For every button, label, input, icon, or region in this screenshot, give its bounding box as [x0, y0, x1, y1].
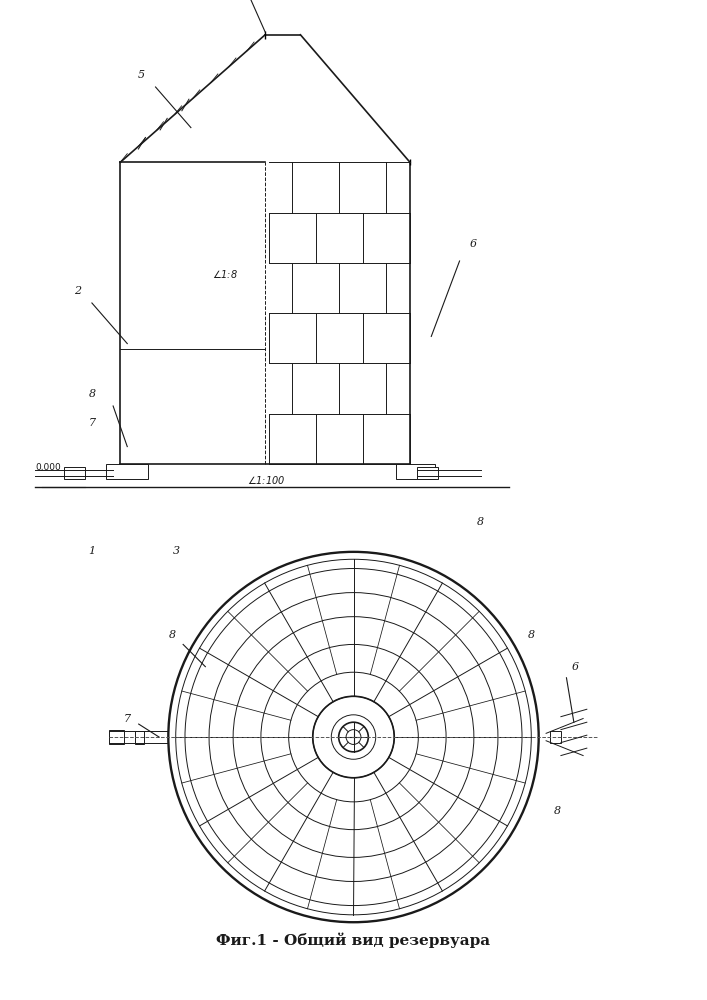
Text: 0,000: 0,000 [35, 463, 61, 472]
Text: 8: 8 [168, 630, 175, 640]
Bar [109, 730, 124, 744]
Text: $\angle$1:8: $\angle$1:8 [212, 268, 238, 280]
Text: 2: 2 [74, 286, 81, 296]
Text: 8: 8 [477, 517, 484, 527]
Bar [64, 467, 85, 479]
Bar [135, 731, 144, 744]
FancyBboxPatch shape [106, 464, 148, 479]
Text: Фиг.1 - Общий вид резервуара: Фиг.1 - Общий вид резервуара [216, 932, 491, 948]
Text: 8: 8 [554, 806, 561, 816]
Bar [417, 467, 438, 479]
Text: $\angle$1:100: $\angle$1:100 [247, 474, 286, 486]
Text: 8: 8 [88, 389, 95, 399]
FancyBboxPatch shape [396, 464, 435, 479]
Bar [550, 731, 561, 743]
Text: 6: 6 [470, 239, 477, 249]
Text: 5: 5 [138, 70, 145, 80]
Text: 7: 7 [88, 418, 95, 428]
Text: 8: 8 [527, 630, 534, 640]
Text: 3: 3 [173, 546, 180, 556]
Text: 7: 7 [124, 714, 131, 724]
Text: 1: 1 [88, 546, 95, 556]
Text: 6: 6 [572, 662, 579, 672]
